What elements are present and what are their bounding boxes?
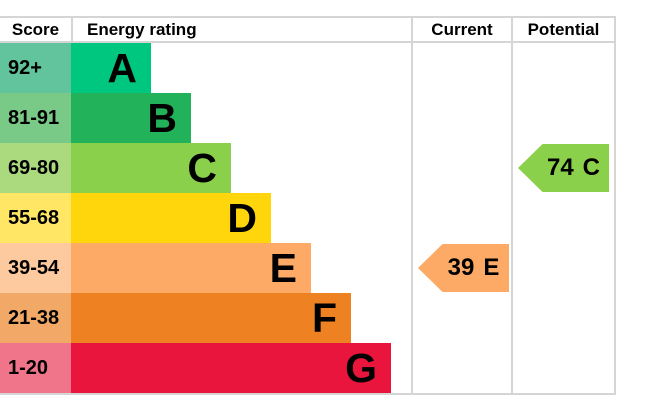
score-range: 92+ [0, 43, 71, 93]
current-column: 39 E [411, 43, 511, 393]
band-row: 1-20 G [0, 343, 411, 393]
rating-bar-f: F [71, 293, 351, 343]
current-band-letter: E [483, 254, 500, 281]
band-letter: E [269, 245, 297, 291]
rating-bar-e: E [71, 243, 311, 293]
current-rating-arrow: 39 E [418, 244, 509, 292]
rating-bands: 92+ A 81-91 B 69-80 C 55-68 D 39-54 E 21… [0, 43, 411, 393]
score-range: 55-68 [0, 193, 71, 243]
score-column-header: Score [11, 20, 60, 39]
rating-bar-b: B [71, 93, 191, 143]
chart-header-row: Score Energy rating Current Potential [0, 18, 616, 43]
band-letter: G [345, 345, 377, 391]
band-letter: D [227, 195, 257, 241]
epc-chart: Score Energy rating Current Potential 92… [0, 16, 616, 395]
chart-body: 92+ A 81-91 B 69-80 C 55-68 D 39-54 E 21… [0, 43, 616, 393]
band-row: 92+ A [0, 43, 411, 93]
rating-bar-a: A [71, 43, 151, 93]
potential-score-value: 74 [546, 154, 574, 181]
band-letter: F [311, 295, 337, 341]
potential-band-letter: C [582, 154, 601, 181]
band-row: 55-68 D [0, 193, 411, 243]
score-range: 81-91 [0, 93, 71, 143]
current-column-header: Current [411, 18, 511, 41]
current-score-value: 39 [447, 254, 475, 281]
rating-bar-c: C [71, 143, 231, 193]
score-range: 1-20 [0, 343, 71, 393]
rating-bar-d: D [71, 193, 271, 243]
band-letter: C [187, 145, 217, 191]
band-row: 21-38 F [0, 293, 411, 343]
score-range: 39-54 [0, 243, 71, 293]
band-row: 69-80 C [0, 143, 411, 193]
band-letter: B [147, 95, 177, 141]
potential-column: 74 C [511, 43, 616, 393]
band-row: 81-91 B [0, 93, 411, 143]
potential-rating-arrow: 74 C [518, 144, 609, 192]
score-range: 21-38 [0, 293, 71, 343]
rating-bar-g: G [71, 343, 391, 393]
band-row: 39-54 E [0, 243, 411, 293]
score-range: 69-80 [0, 143, 71, 193]
band-letter: A [107, 45, 137, 91]
potential-column-header: Potential [511, 18, 616, 41]
energy-rating-column-header: Energy rating [71, 18, 411, 41]
